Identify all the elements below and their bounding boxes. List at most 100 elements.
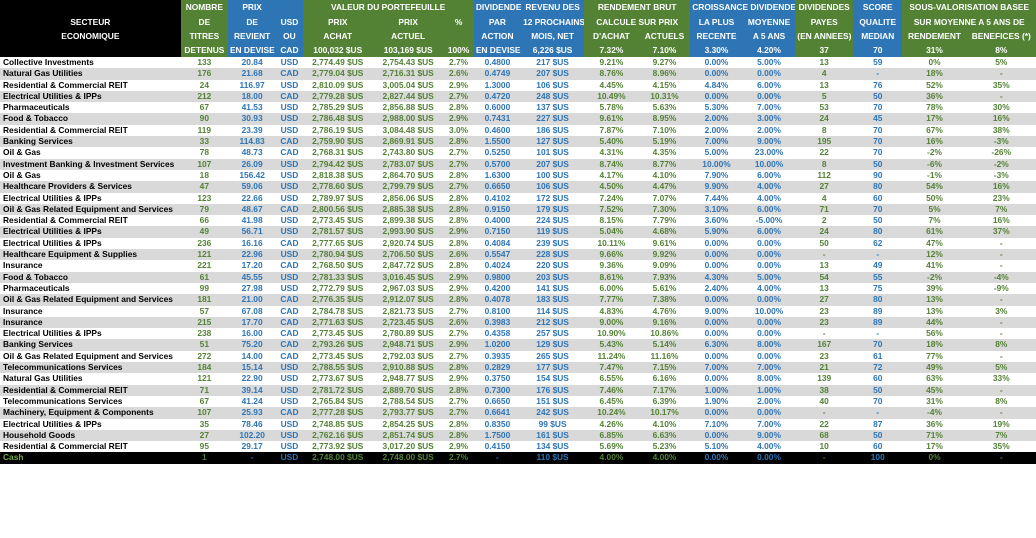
cell-prix-revient[interactable]: 15.14 [227,362,277,374]
cell-croissance-moy[interactable]: 23.00% [742,147,796,159]
cell-croissance-recente[interactable]: 0.00% [690,350,743,363]
cell-dividende[interactable]: 0.4200 [473,282,522,295]
cell-score[interactable]: 50 [853,429,903,442]
cell-sv-rend[interactable]: -2% [902,147,967,159]
cell-sv-rend[interactable]: 78% [902,102,967,114]
cell-nombre[interactable]: 121 [180,373,228,385]
cell-prix-actuel[interactable]: 2,856.88 $US [372,102,444,114]
cell-sv-rend[interactable]: 7% [902,215,967,227]
cell-croissance-moy[interactable]: 2.00% [742,395,796,408]
cell-rend-actuels[interactable]: 9.92% [638,249,691,261]
cell-croissance-recente[interactable]: 1.00% [690,384,743,396]
cell-prix-revient[interactable]: 41.24 [227,395,277,408]
cell-rend-achat[interactable]: 9.00% [584,316,639,329]
cell-sv-rend[interactable]: 39% [902,282,967,295]
cell-prix-revient[interactable]: 22.90 [227,373,277,385]
cell-rend-achat[interactable]: 4.50% [584,181,639,193]
cell-div-payes[interactable]: 22 [795,147,854,159]
cell-div-payes[interactable]: - [795,249,854,261]
cell-devise[interactable]: CAD [276,237,303,250]
cell-rend-achat[interactable]: 10.11% [584,237,639,250]
cell-div-payes[interactable]: 53 [795,102,854,114]
cell-div-payes[interactable]: 24 [795,226,854,238]
cell-secteur[interactable]: Healthcare Providers & Services [0,181,181,193]
cell-dividende[interactable]: 1.6300 [473,169,522,182]
cell-pct[interactable]: 2.7% [443,181,474,193]
cell-croissance-recente[interactable]: 0.00% [690,249,743,261]
cell-prix-actuel[interactable]: 2,967.03 $US [372,282,444,295]
cell-rend-achat[interactable]: 8.15% [584,215,639,227]
cell-score[interactable]: - [853,328,903,340]
cell-prix-revient[interactable]: 29.17 [227,441,277,453]
cell-div-payes[interactable]: 40 [795,395,854,408]
cell-revenu[interactable]: 114 $US [521,305,585,317]
cell-dividende[interactable]: 0.7300 [473,384,522,396]
cell-div-payes[interactable]: 13 [795,282,854,295]
cell-dividende[interactable]: 0.4358 [473,328,522,340]
cell-prix-actuel[interactable]: 2,885.38 $US [372,203,444,216]
cell-nombre[interactable]: 79 [180,203,228,216]
cell-score[interactable]: 70 [853,339,903,351]
table-row[interactable]: Electrical Utilities & IPPs 238 16.00 CAD 2,… [0,328,1036,340]
cell-secteur[interactable]: Collective Investments [0,57,181,69]
cell-revenu[interactable]: 106 $US [521,181,585,193]
cell-sv-benef[interactable]: - [966,90,1036,103]
cell-div-payes[interactable]: - [795,328,854,340]
cell-pct[interactable]: 2.9% [443,339,474,351]
cell-pct[interactable]: 2.8% [443,429,474,442]
cell-score[interactable]: 61 [853,350,903,363]
cell-prix-actuel[interactable]: 2,716.31 $US [372,68,444,80]
cell-rend-actuels[interactable]: 10.17% [638,407,691,419]
cell-sv-benef[interactable]: -9% [966,282,1036,295]
cell-sv-benef[interactable]: 35% [966,441,1036,453]
cell-score[interactable]: 55 [853,271,903,283]
cell-pct[interactable]: 2.9% [443,226,474,238]
cell-div-payes[interactable]: 2 [795,215,854,227]
cell-nombre[interactable]: 51 [180,339,228,351]
cell-rend-achat[interactable]: 7.77% [584,294,639,306]
cell-div-payes[interactable]: 21 [795,362,854,374]
cell-prix-actuel[interactable]: 2,889.70 $US [372,384,444,396]
cell-sv-benef[interactable]: -3% [966,169,1036,182]
cell-sv-rend[interactable]: 17% [902,113,967,125]
cell-devise[interactable]: USD [276,429,303,442]
cell-prix-achat[interactable]: 2,784.78 $US [302,305,373,317]
cell-score[interactable]: 70 [853,136,903,148]
cell-devise[interactable]: CAD [276,305,303,317]
cell-score[interactable]: 70 [853,124,903,137]
cell-score[interactable]: 50 [853,215,903,227]
cell-prix-achat[interactable]: 2,773.45 $US [302,215,373,227]
cell-prix-achat[interactable]: 2,765.84 $US [302,395,373,408]
cell-prix-revient[interactable]: 22.96 [227,249,277,261]
cell-prix-actuel[interactable]: 2,754.43 $US [372,57,444,69]
cell-pct[interactable]: 2.6% [443,249,474,261]
cell-div-payes[interactable]: 8 [795,124,854,137]
cell-revenu[interactable]: 110 $US [521,452,585,464]
cell-score[interactable]: - [853,249,903,261]
cell-prix-actuel[interactable]: 2,899.38 $US [372,215,444,227]
cell-prix-revient[interactable]: 17.20 [227,260,277,272]
cell-dividende[interactable]: - [473,452,522,464]
cell-score[interactable]: 60 [853,373,903,385]
cell-devise[interactable]: USD [276,452,303,464]
cell-prix-achat[interactable]: 2,748.00 $US [302,452,373,464]
cell-secteur[interactable]: Oil & Gas Related Equipment and Services [0,350,181,363]
cell-sv-rend[interactable]: 5% [902,203,967,216]
cell-pct[interactable]: 2.8% [443,260,474,272]
cell-nombre[interactable]: 119 [180,124,228,137]
cell-croissance-moy[interactable]: 0.00% [742,260,796,272]
cell-devise[interactable]: USD [276,418,303,430]
cell-div-payes[interactable]: 4 [795,192,854,204]
cell-prix-achat[interactable]: 2,789.97 $US [302,192,373,204]
cell-prix-revient[interactable]: 116.97 [227,79,277,91]
cell-sv-rend[interactable]: 13% [902,294,967,306]
cell-prix-actuel[interactable]: 2,869.91 $US [372,136,444,148]
cell-sv-rend[interactable]: 45% [902,384,967,396]
cell-dividende[interactable]: 0.5547 [473,249,522,261]
cell-rend-actuels[interactable]: 9.61% [638,237,691,250]
cell-secteur[interactable]: Investment Banking & Investment Services [0,158,181,170]
cell-score[interactable]: 50 [853,384,903,396]
cell-dividende[interactable]: 0.5700 [473,158,522,170]
cell-croissance-recente[interactable]: 5.10% [690,441,743,453]
cell-score[interactable]: 60 [853,192,903,204]
